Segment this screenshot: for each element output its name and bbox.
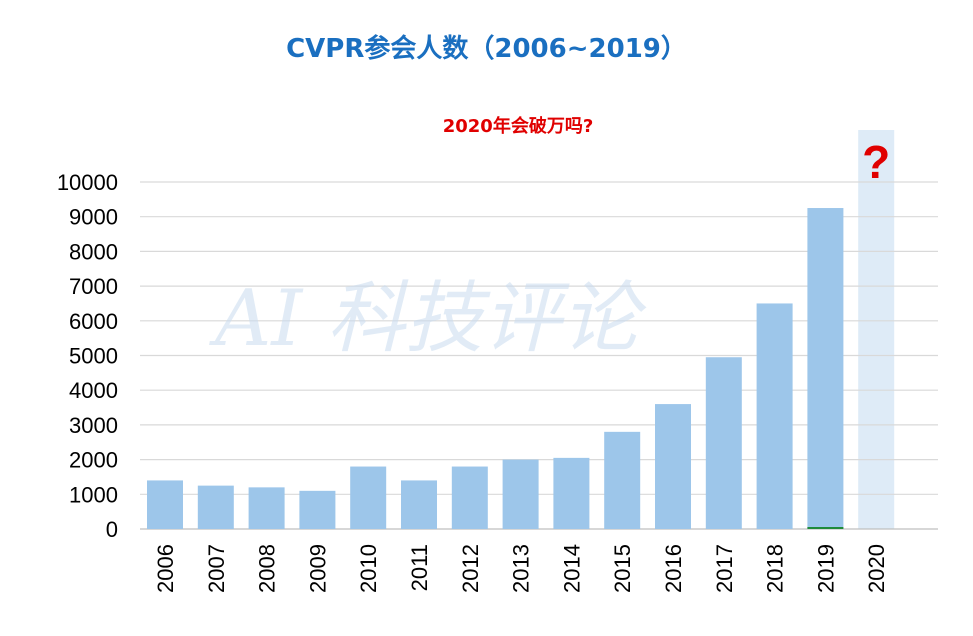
bar-2009 <box>299 490 336 529</box>
x-tick-label: 2016 <box>661 544 686 593</box>
x-tick-label: 2018 <box>763 544 788 593</box>
y-tick-label: 0 <box>106 517 118 542</box>
y-tick-label: 10000 <box>57 170 118 195</box>
y-tick-label: 6000 <box>69 309 118 334</box>
bar-2012 <box>451 466 488 529</box>
x-tick-label: 2017 <box>712 544 737 593</box>
chart-subtitle: 2020年会破万吗? <box>442 116 594 137</box>
bar-2008 <box>248 487 285 529</box>
bar-2014 <box>553 457 590 529</box>
bar-2016 <box>655 404 691 529</box>
x-tick-label: 2020 <box>864 544 889 593</box>
bar-2013 <box>502 459 539 529</box>
x-tick-label: 2019 <box>813 544 838 593</box>
bar-2006 <box>147 480 183 529</box>
x-tick-label: 2013 <box>509 544 534 593</box>
question-mark: ? <box>862 136 890 188</box>
y-tick-label: 8000 <box>69 239 118 264</box>
y-tick-label: 1000 <box>69 482 118 507</box>
x-tick-label: 2012 <box>458 544 483 593</box>
x-tick-label: 2014 <box>559 544 584 593</box>
x-tick-label: 2015 <box>610 544 635 593</box>
chart-title: CVPR参会人数（2006~2019） <box>286 34 687 64</box>
highlight-column-2020 <box>858 130 895 529</box>
y-tick-label: 9000 <box>69 205 118 230</box>
bar-2015 <box>604 431 641 529</box>
bar-2018 <box>756 303 793 529</box>
bar-2017 <box>705 357 742 529</box>
x-tick-label: 2008 <box>255 544 280 593</box>
bar-2011 <box>401 480 437 529</box>
y-tick-label: 2000 <box>69 448 118 473</box>
x-tick-label: 2011 <box>407 544 432 591</box>
y-tick-label: 5000 <box>69 344 118 369</box>
watermark: AI 科技评论 <box>209 274 647 364</box>
x-tick-label: 2010 <box>356 544 381 593</box>
bar-2019 <box>807 208 844 529</box>
bar-2010 <box>350 466 387 529</box>
x-tick-label: 2006 <box>153 544 178 593</box>
y-tick-label: 4000 <box>69 378 118 403</box>
x-tick-label: 2007 <box>204 544 229 593</box>
y-tick-label: 7000 <box>69 274 118 299</box>
bar-2007 <box>197 485 234 529</box>
x-tick-label: 2009 <box>305 544 330 593</box>
y-tick-label: 3000 <box>69 413 118 438</box>
